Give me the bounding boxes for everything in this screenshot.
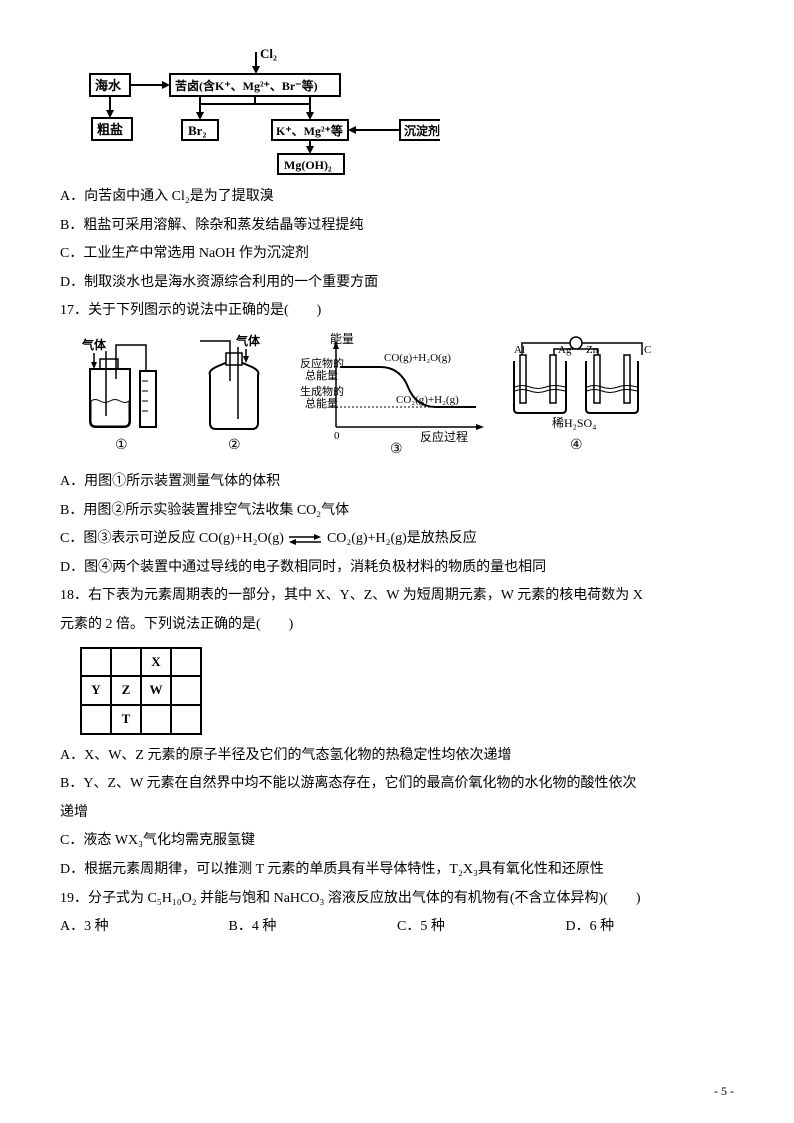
q16-option-c: C．工业生产中常选用 NaOH 作为沉淀剂 [60, 241, 734, 268]
cell-t: T [111, 705, 141, 734]
svg-text:0: 0 [334, 430, 340, 442]
num2: ② [228, 438, 241, 453]
cell-z: Z [111, 676, 141, 705]
gas-label-2: 气体 [235, 333, 261, 348]
seawater-flowchart: Cl₂ 海水 苦卤(含K⁺、Mg²⁺、Br⁻等) 粗盐 Br₂ K⁺、Mg²⁺等… [80, 46, 734, 176]
q19-stem: 19．分子式为 C₅H₁₀O₂ 并能与饱和 NaHCO₃ 溶液反应放出气体的有机… [60, 886, 734, 913]
gas-label-1: 气体 [81, 337, 107, 352]
num4: ④ [570, 438, 583, 453]
page-number: - 5 - [714, 1080, 734, 1103]
q17-diagrams: 气体 ① 气体 ② 能量 反应物的 总能量 生成物的 总能量 CO(g)+H₂O… [80, 331, 734, 461]
cell-w: W [141, 676, 171, 705]
bottom-eq: CO₂(g)+H₂(g) [396, 394, 459, 406]
cell-y: Y [81, 676, 111, 705]
product-e1: 生成物的 [300, 384, 344, 398]
ions-label: K⁺、Mg²⁺等 [276, 123, 343, 138]
q16-option-d: D．制取淡水也是海水资源综合利用的一个重要方面 [60, 270, 734, 297]
crude-salt-label: 粗盐 [97, 122, 123, 137]
br2-label: Br₂ [188, 123, 206, 138]
q18-stem2: 元素的 2 倍。下列说法正确的是( ) [60, 612, 734, 639]
mgoh2-label: Mg(OH)₂ [284, 158, 332, 172]
al: Al [514, 344, 525, 356]
electrolyte: 稀H₂SO₄ [552, 416, 596, 430]
q16-option-b: B．粗盐可采用溶解、除杂和蒸发结晶等过程提纯 [60, 213, 734, 240]
q19-option-c: C．5 种 [397, 914, 566, 941]
reactant-e1: 反应物的 [300, 356, 344, 370]
periodic-table-fragment: X YZW T [80, 647, 202, 735]
q18-option-c: C．液态 WX₃气化均需克服氢键 [60, 828, 734, 855]
zn: Zn [586, 344, 599, 356]
precipitant-label: 沉淀剂 [404, 123, 440, 138]
num1: ① [115, 438, 128, 453]
equilibrium-arrow [287, 533, 323, 545]
q16-option-a: A．向苦卤中通入 Cl₂是为了提取溴 [60, 184, 734, 211]
num3: ③ [390, 442, 403, 457]
seawater-label: 海水 [95, 78, 122, 93]
flowchart-svg: Cl₂ 海水 苦卤(含K⁺、Mg²⁺、Br⁻等) 粗盐 Br₂ K⁺、Mg²⁺等… [80, 46, 440, 176]
q17-option-d: D．图④两个装置中通过导线的电子数相同时，消耗负极材料的物质的量也相同 [60, 555, 734, 582]
q19-option-b: B．4 种 [229, 914, 398, 941]
q18-option-b2: 递增 [60, 800, 734, 827]
q18-stem1: 18．右下表为元素周期表的一部分，其中 X、Y、Z、W 为短周期元素，W 元素的… [60, 583, 734, 610]
svg-text:总能量: 总能量 [305, 396, 338, 410]
svg-text:总能量: 总能量 [305, 368, 338, 382]
q19-option-d: D．6 种 [566, 914, 735, 941]
q17-option-b: B．用图②所示实验装置排空气法收集 CO₂气体 [60, 498, 734, 525]
x-axis: 反应过程 [420, 429, 468, 444]
q18-option-d: D．根据元素周期律，可以推测 T 元素的单质具有半导体特性，T₂X₃具有氧化性和… [60, 857, 734, 884]
q19-options: A．3 种 B．4 种 C．5 种 D．6 种 [60, 914, 734, 941]
q18-option-a: A．X、W、Z 元素的原子半径及它们的气态氢化物的热稳定性均依次递增 [60, 743, 734, 770]
cl2-label: Cl₂ [260, 46, 277, 61]
top-eq: CO(g)+H₂O(g) [384, 352, 451, 364]
cell-x: X [141, 648, 171, 677]
c: C [644, 344, 651, 356]
q17-svg: 气体 ① 气体 ② 能量 反应物的 总能量 生成物的 总能量 CO(g)+H₂O… [80, 331, 670, 461]
q17-option-a: A．用图①所示装置测量气体的体积 [60, 469, 734, 496]
ag: Ag [558, 344, 572, 356]
q17c-pre: C．图③表示可逆反应 CO(g)+H₂O(g) [60, 531, 284, 546]
q17c-post: CO₂(g)+H₂(g)是放热反应 [327, 531, 477, 546]
q17-stem: 17．关于下列图示的说法中正确的是( ) [60, 298, 734, 325]
q19-option-a: A．3 种 [60, 914, 229, 941]
bittern-label: 苦卤(含K⁺、Mg²⁺、Br⁻等) [175, 78, 318, 93]
energy-axis: 能量 [330, 332, 354, 346]
q18-option-b1: B．Y、Z、W 元素在自然界中均不能以游离态存在，它们的最高价氧化物的水化物的酸… [60, 771, 734, 798]
q17-option-c: C．图③表示可逆反应 CO(g)+H₂O(g) CO₂(g)+H₂(g)是放热反… [60, 526, 734, 553]
